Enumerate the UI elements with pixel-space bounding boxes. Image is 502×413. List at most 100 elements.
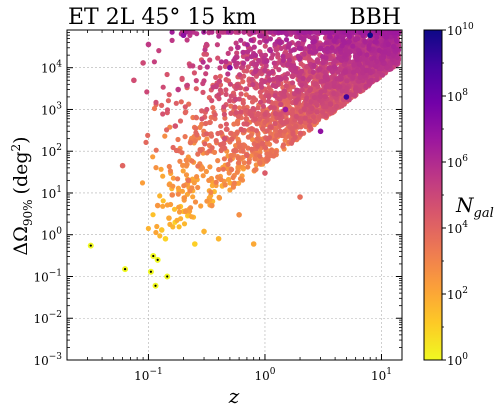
cloud-point bbox=[228, 153, 234, 159]
cloud-point bbox=[271, 76, 277, 82]
cloud-point bbox=[307, 30, 313, 35]
data-point bbox=[227, 64, 233, 71]
cloud-point bbox=[197, 148, 203, 154]
cloud-point bbox=[181, 195, 188, 201]
cloud-point bbox=[311, 114, 317, 120]
cloud-point bbox=[194, 174, 200, 180]
cloud-point bbox=[326, 65, 332, 71]
cloud-point bbox=[222, 182, 228, 188]
cloud-point bbox=[346, 39, 352, 45]
cloud-point bbox=[218, 176, 224, 183]
cloud-point bbox=[289, 111, 296, 117]
cloud-point bbox=[219, 30, 225, 35]
cloud-point bbox=[376, 47, 382, 54]
y-tick-label: 101 bbox=[41, 185, 62, 201]
cloud-point bbox=[382, 49, 388, 55]
cloud-point bbox=[236, 105, 243, 111]
cloud-point bbox=[170, 175, 176, 181]
cloud-point bbox=[187, 205, 194, 211]
cloud-point bbox=[238, 37, 244, 43]
cloud-point bbox=[255, 110, 261, 117]
cloud-point bbox=[286, 57, 292, 63]
cloud-point bbox=[235, 155, 241, 161]
cloud-point bbox=[194, 31, 200, 37]
cloud-point bbox=[313, 30, 319, 35]
cloud-point bbox=[208, 133, 215, 139]
cloud-point bbox=[316, 67, 322, 73]
cloud-point bbox=[216, 33, 222, 39]
cloud-point bbox=[249, 76, 255, 82]
cloud-point bbox=[250, 81, 256, 88]
cloud-point bbox=[298, 82, 305, 88]
cloud-point bbox=[280, 142, 287, 148]
cloud-point bbox=[320, 54, 326, 60]
cloud-point bbox=[203, 51, 210, 57]
cloud-point bbox=[306, 56, 312, 62]
y-axis-title: ΔΩ90%(deg2) bbox=[9, 136, 35, 255]
cloud-point bbox=[347, 34, 353, 40]
cloud-point bbox=[311, 94, 318, 100]
cloud-point bbox=[290, 131, 296, 137]
cloud-point bbox=[344, 78, 350, 84]
cloud-point bbox=[331, 83, 337, 89]
cloud-point bbox=[197, 64, 203, 71]
cloud-point bbox=[260, 107, 266, 113]
cloud-point bbox=[188, 140, 194, 146]
cloud-point bbox=[221, 156, 227, 162]
cloud-point bbox=[276, 30, 282, 35]
cloud-point bbox=[177, 118, 184, 124]
cloud-point bbox=[144, 89, 150, 95]
cloud-point bbox=[191, 180, 197, 186]
cloud-point bbox=[323, 113, 329, 119]
cloud-point bbox=[300, 30, 306, 35]
cloud-point bbox=[279, 119, 285, 126]
cloud-point bbox=[357, 50, 363, 56]
cloud-point bbox=[157, 193, 163, 199]
data-point bbox=[180, 32, 187, 39]
cloud-point bbox=[184, 37, 190, 43]
cloud-point bbox=[167, 168, 173, 174]
cloud-point bbox=[203, 168, 209, 175]
cloud-point bbox=[199, 116, 205, 122]
cloud-point bbox=[209, 145, 215, 151]
data-point bbox=[236, 212, 242, 218]
cloud-point bbox=[258, 99, 264, 105]
cloud-point bbox=[268, 124, 274, 130]
cloud-point bbox=[193, 78, 199, 84]
cloud-point bbox=[213, 138, 219, 144]
cloud-point bbox=[278, 101, 284, 107]
cloud-point bbox=[252, 156, 258, 162]
cloud-point bbox=[248, 37, 254, 43]
cloud-point bbox=[206, 177, 212, 183]
cloud-point bbox=[210, 84, 216, 90]
cloud-point bbox=[245, 164, 251, 170]
data-point bbox=[215, 235, 222, 242]
cloud-point bbox=[349, 30, 355, 35]
cloud-point bbox=[207, 57, 213, 63]
colorbar-label: Ngal bbox=[455, 193, 494, 221]
cloud-point bbox=[374, 34, 380, 40]
cloud-point bbox=[236, 144, 243, 150]
cloud-point bbox=[275, 51, 281, 57]
cloud-point bbox=[216, 195, 223, 201]
cloud-point bbox=[302, 46, 308, 52]
colorbar-ticks: 100 102 104 106 108 1010 bbox=[442, 22, 474, 368]
colorbar bbox=[423, 29, 443, 361]
cloud-point bbox=[353, 37, 359, 43]
cloud-point bbox=[227, 187, 233, 193]
y-tick-label: 103 bbox=[41, 101, 62, 117]
cloud-point bbox=[322, 94, 328, 100]
cloud-point bbox=[225, 50, 231, 57]
data-point bbox=[221, 135, 228, 142]
cloud-point bbox=[236, 30, 242, 35]
data-point bbox=[158, 227, 165, 233]
cloud-point bbox=[225, 71, 231, 77]
cloud-point bbox=[157, 233, 163, 239]
cloud-point bbox=[207, 164, 213, 170]
cloud-point bbox=[267, 48, 274, 54]
cloud-point bbox=[298, 124, 304, 130]
cloud-point bbox=[154, 223, 160, 230]
cloud-point bbox=[277, 96, 283, 102]
cloud-point bbox=[267, 30, 273, 35]
